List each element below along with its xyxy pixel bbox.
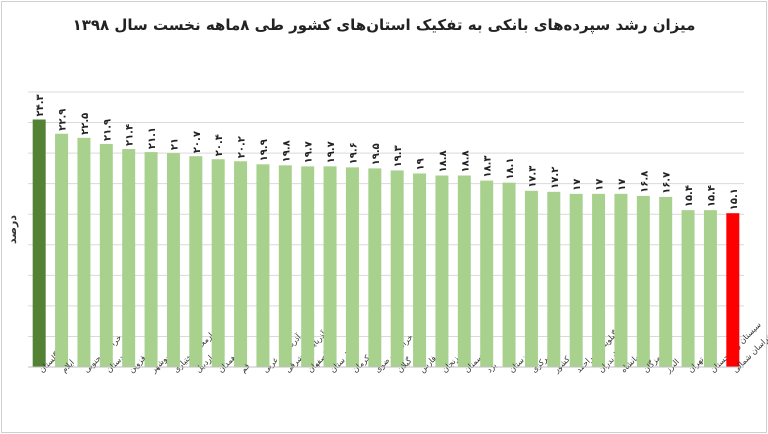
bar (726, 213, 740, 367)
data-label: ۱۹.۷ (304, 141, 315, 163)
bar (345, 167, 359, 367)
bar (77, 137, 91, 367)
data-label: ۱۵.۱ (729, 188, 740, 210)
bar (547, 191, 561, 367)
data-label: ۲۴.۳ (35, 94, 46, 116)
data-label: ۱۷.۲ (550, 167, 561, 189)
data-label: ۱۷.۳ (527, 166, 538, 188)
bar (278, 165, 292, 367)
data-label: ۱۹.۷ (326, 141, 337, 163)
data-label: ۲۲.۵ (80, 113, 91, 135)
bar (614, 193, 628, 367)
bar (413, 173, 427, 367)
data-label: ۱۹ (416, 158, 427, 170)
bar (659, 196, 673, 367)
data-label: ۱۶.۸ (639, 171, 650, 193)
bar (256, 164, 270, 367)
data-label: ۲۱.۱ (147, 127, 158, 149)
data-label: ۱۸.۸ (438, 150, 449, 172)
bar (592, 193, 606, 367)
data-label: ۱۶.۷ (662, 172, 673, 194)
data-label: ۱۷ (617, 179, 628, 191)
data-label: ۲۰.۷ (192, 131, 203, 153)
data-label: ۱۷ (595, 179, 606, 191)
bar (211, 159, 225, 367)
bar (234, 161, 248, 367)
data-label: ۱۸.۸ (460, 150, 471, 172)
data-label: ۱۷ (572, 179, 583, 191)
bar (99, 143, 113, 367)
bar (480, 180, 494, 367)
bar (189, 156, 203, 367)
data-label: ۲۱ (169, 138, 180, 150)
bar (122, 149, 136, 367)
bar (502, 182, 516, 367)
data-label: ۲۱.۴ (125, 124, 136, 146)
bar (323, 166, 337, 367)
bar (703, 210, 717, 367)
bar (569, 193, 583, 367)
bar (368, 168, 382, 367)
data-label: ۱۹.۳ (393, 145, 404, 167)
data-label: ۱۹.۵ (371, 143, 382, 165)
bar (457, 175, 471, 367)
data-label: ۱۸.۱ (505, 158, 516, 180)
chart-title: میزان رشد سپرده‌های بانکی به تفکیک استان… (72, 16, 696, 34)
bar (636, 195, 650, 367)
data-label: ۲۲.۹ (58, 109, 69, 131)
bar (144, 152, 158, 367)
bar (301, 166, 315, 367)
data-label: ۲۰.۴ (214, 134, 225, 156)
data-label: ۱۵.۴ (684, 185, 695, 207)
y-axis-label: درصد (6, 215, 19, 244)
bar (32, 119, 46, 367)
bar (55, 133, 69, 367)
bar (435, 175, 449, 367)
data-label: ۱۵.۴ (706, 185, 717, 207)
data-label: ۲۱.۹ (102, 119, 113, 141)
bar (390, 170, 404, 367)
data-label: ۲۰.۲ (237, 136, 248, 158)
bar (524, 190, 538, 367)
data-label: ۱۹.۶ (348, 142, 359, 164)
bar (681, 210, 695, 367)
data-label: ۱۸.۳ (483, 156, 494, 178)
data-label: ۱۹.۸ (281, 140, 292, 162)
data-label: ۱۹.۹ (259, 139, 270, 161)
bar (166, 153, 180, 367)
